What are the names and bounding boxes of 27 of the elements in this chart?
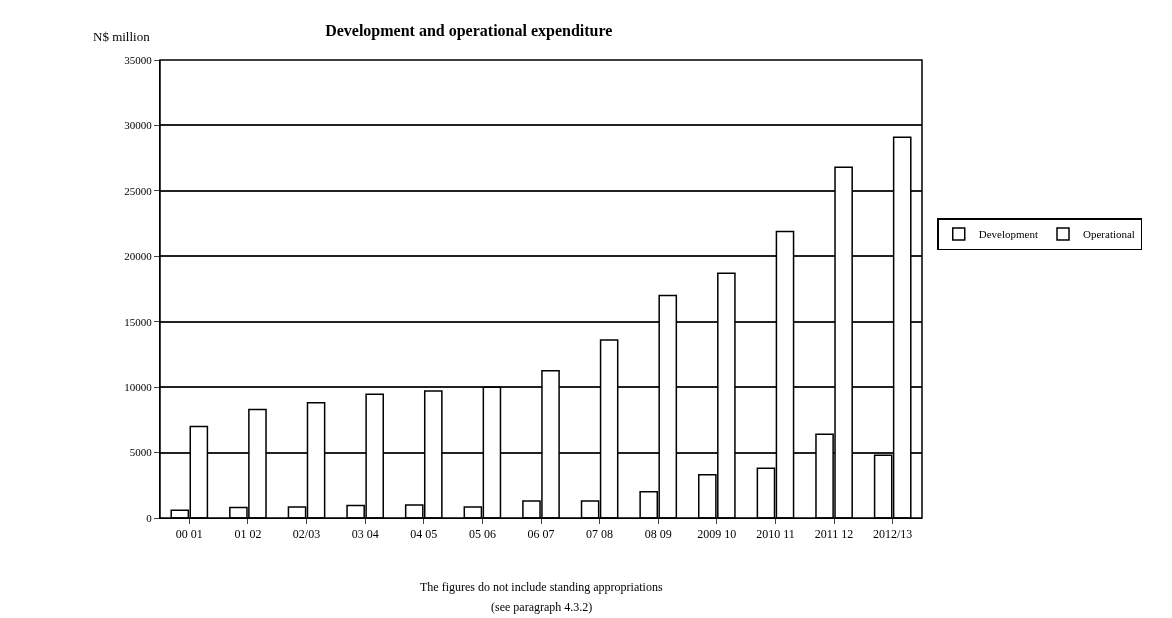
chart-title: Development and operational expenditure	[325, 21, 613, 40]
y-tick-label: 25000	[124, 184, 153, 197]
x-tick-label: 2009 10	[697, 527, 737, 542]
x-tick-label: 02/03	[292, 527, 321, 542]
y-tick-label: 35000	[124, 53, 153, 66]
x-tick-label: 01 02	[234, 527, 262, 542]
y-tick-label: 5000	[129, 446, 153, 459]
y-tick-label: 20000	[124, 250, 153, 263]
x-tick-label: 08 09	[644, 527, 672, 542]
x-tick-label: 2011 12	[814, 527, 854, 542]
y-tick-label: 30000	[124, 119, 153, 132]
x-tick-label: 04 05	[410, 527, 438, 542]
text: (see paragraph 4.3.2)	[491, 600, 593, 614]
x-tick-label: 07 08	[586, 527, 614, 542]
x-tick-label: 06 07	[527, 527, 555, 542]
legend-label: Development	[978, 228, 1039, 241]
legend-label: Operational	[1083, 228, 1135, 241]
y-axis-title: N$ million	[93, 29, 151, 44]
x-tick-label: 2010 11	[756, 527, 795, 542]
x-tick-label: 03 04	[351, 527, 379, 542]
x-tick-label: 2012/13	[873, 527, 913, 542]
text: The figures do not include standing appropriations	[420, 580, 663, 594]
x-tick-label: 05 06	[468, 527, 496, 542]
y-tick-label: 15000	[124, 315, 153, 328]
y-tick-label: 10000	[124, 380, 153, 393]
y-tick-label: 0	[146, 511, 153, 524]
x-tick-label: 00 01	[175, 527, 203, 542]
